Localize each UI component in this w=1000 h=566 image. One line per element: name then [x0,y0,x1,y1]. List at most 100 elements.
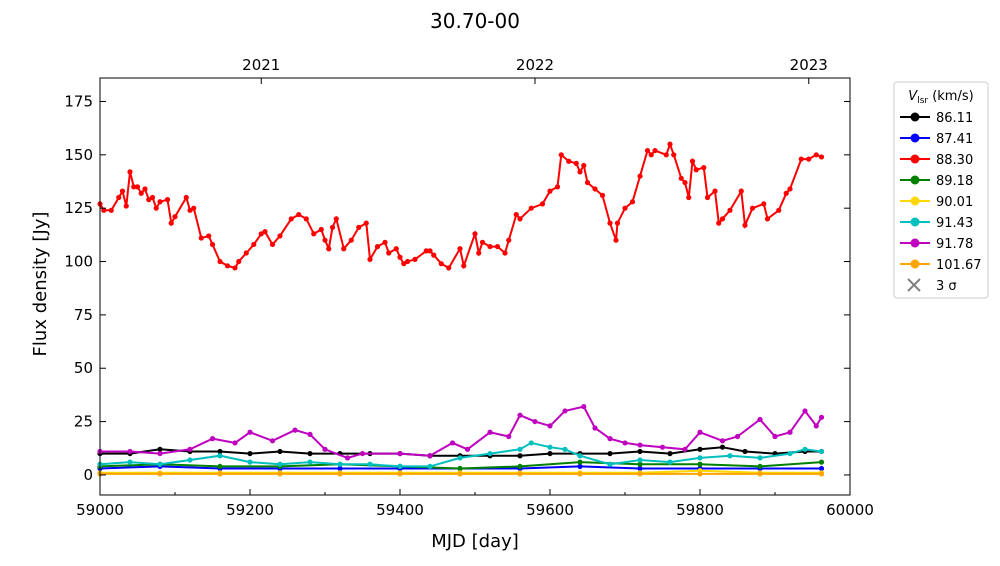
data-point [127,459,133,465]
data-point [772,433,778,440]
data-point [157,450,163,457]
data-point [307,450,313,457]
data-point [506,433,512,440]
data-point [382,239,388,245]
data-point [787,450,793,457]
legend-marker [910,112,920,122]
data-point [187,446,193,452]
data-point [157,471,163,477]
data-point [716,220,722,226]
data-point [802,408,808,414]
data-point [487,450,493,457]
data-point [607,220,613,226]
data-point [787,186,793,192]
data-point [269,438,276,444]
data-point [584,179,591,186]
data-point [363,220,369,226]
data-point [614,220,621,226]
data-point [404,258,411,265]
data-point [337,461,343,467]
data-point [682,446,688,452]
data-point [629,199,636,205]
legend: Vlsr (km/s) 86.11 87.41 88.30 89.18 90.01 91.… [893,81,989,299]
data-point [573,160,579,166]
data-point [232,265,238,271]
data-point [607,461,613,467]
data-point [757,455,763,461]
data-point [457,465,463,472]
data-point [607,436,613,442]
data-point [487,429,493,435]
data-point [577,459,583,465]
series-91.78 [97,404,825,461]
data-point [292,427,298,433]
data-point [581,162,587,169]
data-point [539,201,546,207]
data-point [311,231,317,237]
data-point [757,463,763,470]
data-point [622,440,628,446]
data-point [693,167,699,173]
top-tick-label: 2021 [242,56,280,74]
data-point [704,194,711,201]
data-point [757,416,763,423]
data-point [613,237,619,243]
data-point [506,237,512,243]
x-tick-label: 59800 [676,501,724,519]
data-point [217,471,223,477]
data-point [686,194,692,201]
data-point [528,205,534,211]
legend-title: Vlsr (km/s) [908,89,973,106]
data-point [757,471,763,477]
data-point [333,216,339,222]
data-point [671,152,677,158]
data-point [119,188,126,194]
data-point [701,165,707,171]
data-point [397,463,403,470]
x-tick-label: 59400 [376,501,424,519]
data-point [697,446,703,452]
data-point [813,423,819,429]
data-point [798,156,804,162]
data-point [153,205,159,211]
data-point [663,152,669,158]
y-axis-label: Flux density [Jy] [30,212,51,357]
data-point [464,446,471,452]
data-point [251,241,257,248]
data-point [806,156,812,162]
data-point [322,237,328,243]
data-point [517,216,523,222]
data-point [577,463,583,470]
data-point [761,201,767,207]
y-tick-label: 125 [64,199,93,217]
y-tick-label: 75 [74,306,93,324]
data-point [438,261,444,267]
data-point [599,192,606,198]
data-point [457,455,463,461]
data-point [667,459,673,465]
data-point [637,448,643,455]
data-point [367,461,373,467]
data-point [818,465,825,472]
series-line [100,405,823,459]
data-point [423,248,429,254]
data-point [322,446,328,452]
data-point [359,450,366,457]
data-point [592,425,598,431]
data-point [813,152,819,158]
data-point [592,186,598,192]
data-point [217,448,223,455]
data-point [547,450,553,457]
data-point [562,408,568,414]
x-tick-label: 59200 [226,501,274,519]
data-point [296,211,302,218]
data-point [622,205,628,211]
data-point [412,256,418,262]
data-point [123,203,129,209]
data-point [637,173,643,179]
cross-icon [907,278,921,292]
data-point [217,463,223,470]
data-point [764,216,771,222]
data-point [659,444,666,450]
